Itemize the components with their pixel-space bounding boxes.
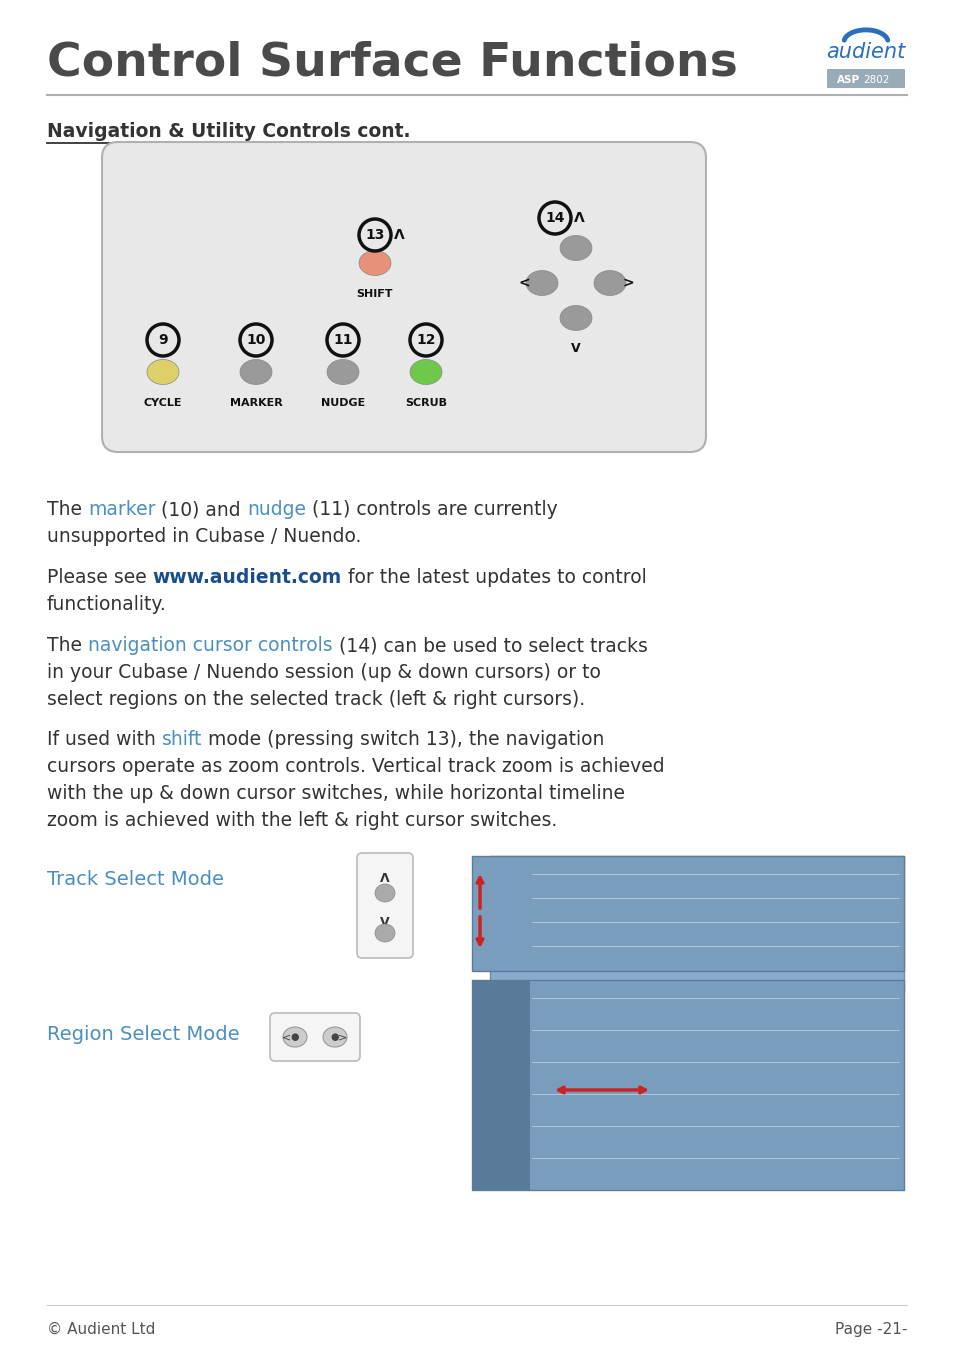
FancyBboxPatch shape bbox=[472, 980, 903, 1189]
Text: 10: 10 bbox=[246, 333, 265, 347]
Ellipse shape bbox=[594, 270, 625, 296]
Ellipse shape bbox=[147, 359, 179, 385]
Text: >: > bbox=[621, 275, 633, 290]
Text: Page -21-: Page -21- bbox=[834, 1322, 906, 1336]
FancyBboxPatch shape bbox=[826, 69, 904, 88]
Text: select regions on the selected track (left & right cursors).: select regions on the selected track (le… bbox=[47, 690, 584, 709]
Text: unsupported in Cubase / Nuendo.: unsupported in Cubase / Nuendo. bbox=[47, 526, 361, 545]
Text: If used with: If used with bbox=[47, 730, 162, 749]
Text: with the up & down cursor switches, while horizontal timeline: with the up & down cursor switches, whil… bbox=[47, 784, 624, 803]
Text: 12: 12 bbox=[416, 333, 436, 347]
FancyBboxPatch shape bbox=[356, 853, 413, 958]
Text: Λ: Λ bbox=[394, 228, 404, 242]
Text: for the latest updates to control: for the latest updates to control bbox=[341, 568, 646, 587]
Text: >: > bbox=[338, 1031, 347, 1042]
Ellipse shape bbox=[283, 1027, 307, 1048]
FancyBboxPatch shape bbox=[472, 980, 530, 1189]
Text: zoom is achieved with the left & right cursor switches.: zoom is achieved with the left & right c… bbox=[47, 811, 557, 830]
Text: www.audient.com: www.audient.com bbox=[152, 568, 341, 587]
FancyBboxPatch shape bbox=[270, 1012, 359, 1061]
Ellipse shape bbox=[410, 359, 441, 385]
Text: ●: ● bbox=[331, 1031, 339, 1042]
FancyBboxPatch shape bbox=[472, 856, 903, 971]
Text: V: V bbox=[571, 342, 580, 355]
FancyBboxPatch shape bbox=[490, 856, 903, 991]
Text: (14) can be used to select tracks: (14) can be used to select tracks bbox=[333, 636, 647, 655]
Text: Please see: Please see bbox=[47, 568, 152, 587]
Ellipse shape bbox=[559, 305, 592, 331]
Text: Region Select Mode: Region Select Mode bbox=[47, 1025, 239, 1044]
Text: 11: 11 bbox=[333, 333, 353, 347]
Text: cursors operate as zoom controls. Vertical track zoom is achieved: cursors operate as zoom controls. Vertic… bbox=[47, 757, 664, 776]
FancyBboxPatch shape bbox=[102, 142, 705, 452]
Text: ASP: ASP bbox=[836, 76, 860, 85]
Ellipse shape bbox=[375, 923, 395, 942]
Text: marker: marker bbox=[88, 500, 155, 518]
Text: The: The bbox=[47, 500, 88, 518]
Text: SCRUB: SCRUB bbox=[405, 398, 447, 408]
Text: (11) controls are currently: (11) controls are currently bbox=[306, 500, 558, 518]
Text: Λ: Λ bbox=[380, 872, 390, 886]
Text: The: The bbox=[47, 636, 88, 655]
Ellipse shape bbox=[559, 235, 592, 261]
Text: in your Cubase / Nuendo session (up & down cursors) or to: in your Cubase / Nuendo session (up & do… bbox=[47, 663, 600, 682]
Text: Track Select Mode: Track Select Mode bbox=[47, 869, 224, 890]
Text: 9: 9 bbox=[158, 333, 168, 347]
Text: CYCLE: CYCLE bbox=[144, 398, 182, 408]
Text: NUDGE: NUDGE bbox=[320, 398, 365, 408]
Text: V: V bbox=[380, 917, 390, 929]
Text: (10) and: (10) and bbox=[155, 500, 247, 518]
Ellipse shape bbox=[525, 270, 558, 296]
Text: 14: 14 bbox=[545, 211, 564, 225]
Text: shift: shift bbox=[162, 730, 202, 749]
Ellipse shape bbox=[240, 359, 272, 385]
Ellipse shape bbox=[358, 251, 391, 275]
Text: functionality.: functionality. bbox=[47, 595, 167, 614]
Text: Control Surface Functions: Control Surface Functions bbox=[47, 40, 737, 85]
Ellipse shape bbox=[323, 1027, 347, 1048]
Text: Λ: Λ bbox=[574, 211, 584, 225]
Text: <: < bbox=[282, 1031, 292, 1042]
Text: MARKER: MARKER bbox=[230, 398, 282, 408]
Ellipse shape bbox=[327, 359, 358, 385]
Text: SHIFT: SHIFT bbox=[356, 289, 393, 298]
Ellipse shape bbox=[375, 884, 395, 902]
Text: Navigation & Utility Controls cont.: Navigation & Utility Controls cont. bbox=[47, 122, 410, 140]
Text: ●: ● bbox=[291, 1031, 299, 1042]
Text: 13: 13 bbox=[365, 228, 384, 242]
Text: 2802: 2802 bbox=[862, 76, 888, 85]
Text: audient: audient bbox=[825, 42, 904, 62]
Text: <: < bbox=[517, 275, 529, 290]
Text: navigation cursor controls: navigation cursor controls bbox=[88, 636, 333, 655]
Text: mode (pressing switch 13), the navigation: mode (pressing switch 13), the navigatio… bbox=[202, 730, 604, 749]
Text: nudge: nudge bbox=[247, 500, 306, 518]
Text: © Audient Ltd: © Audient Ltd bbox=[47, 1322, 155, 1336]
